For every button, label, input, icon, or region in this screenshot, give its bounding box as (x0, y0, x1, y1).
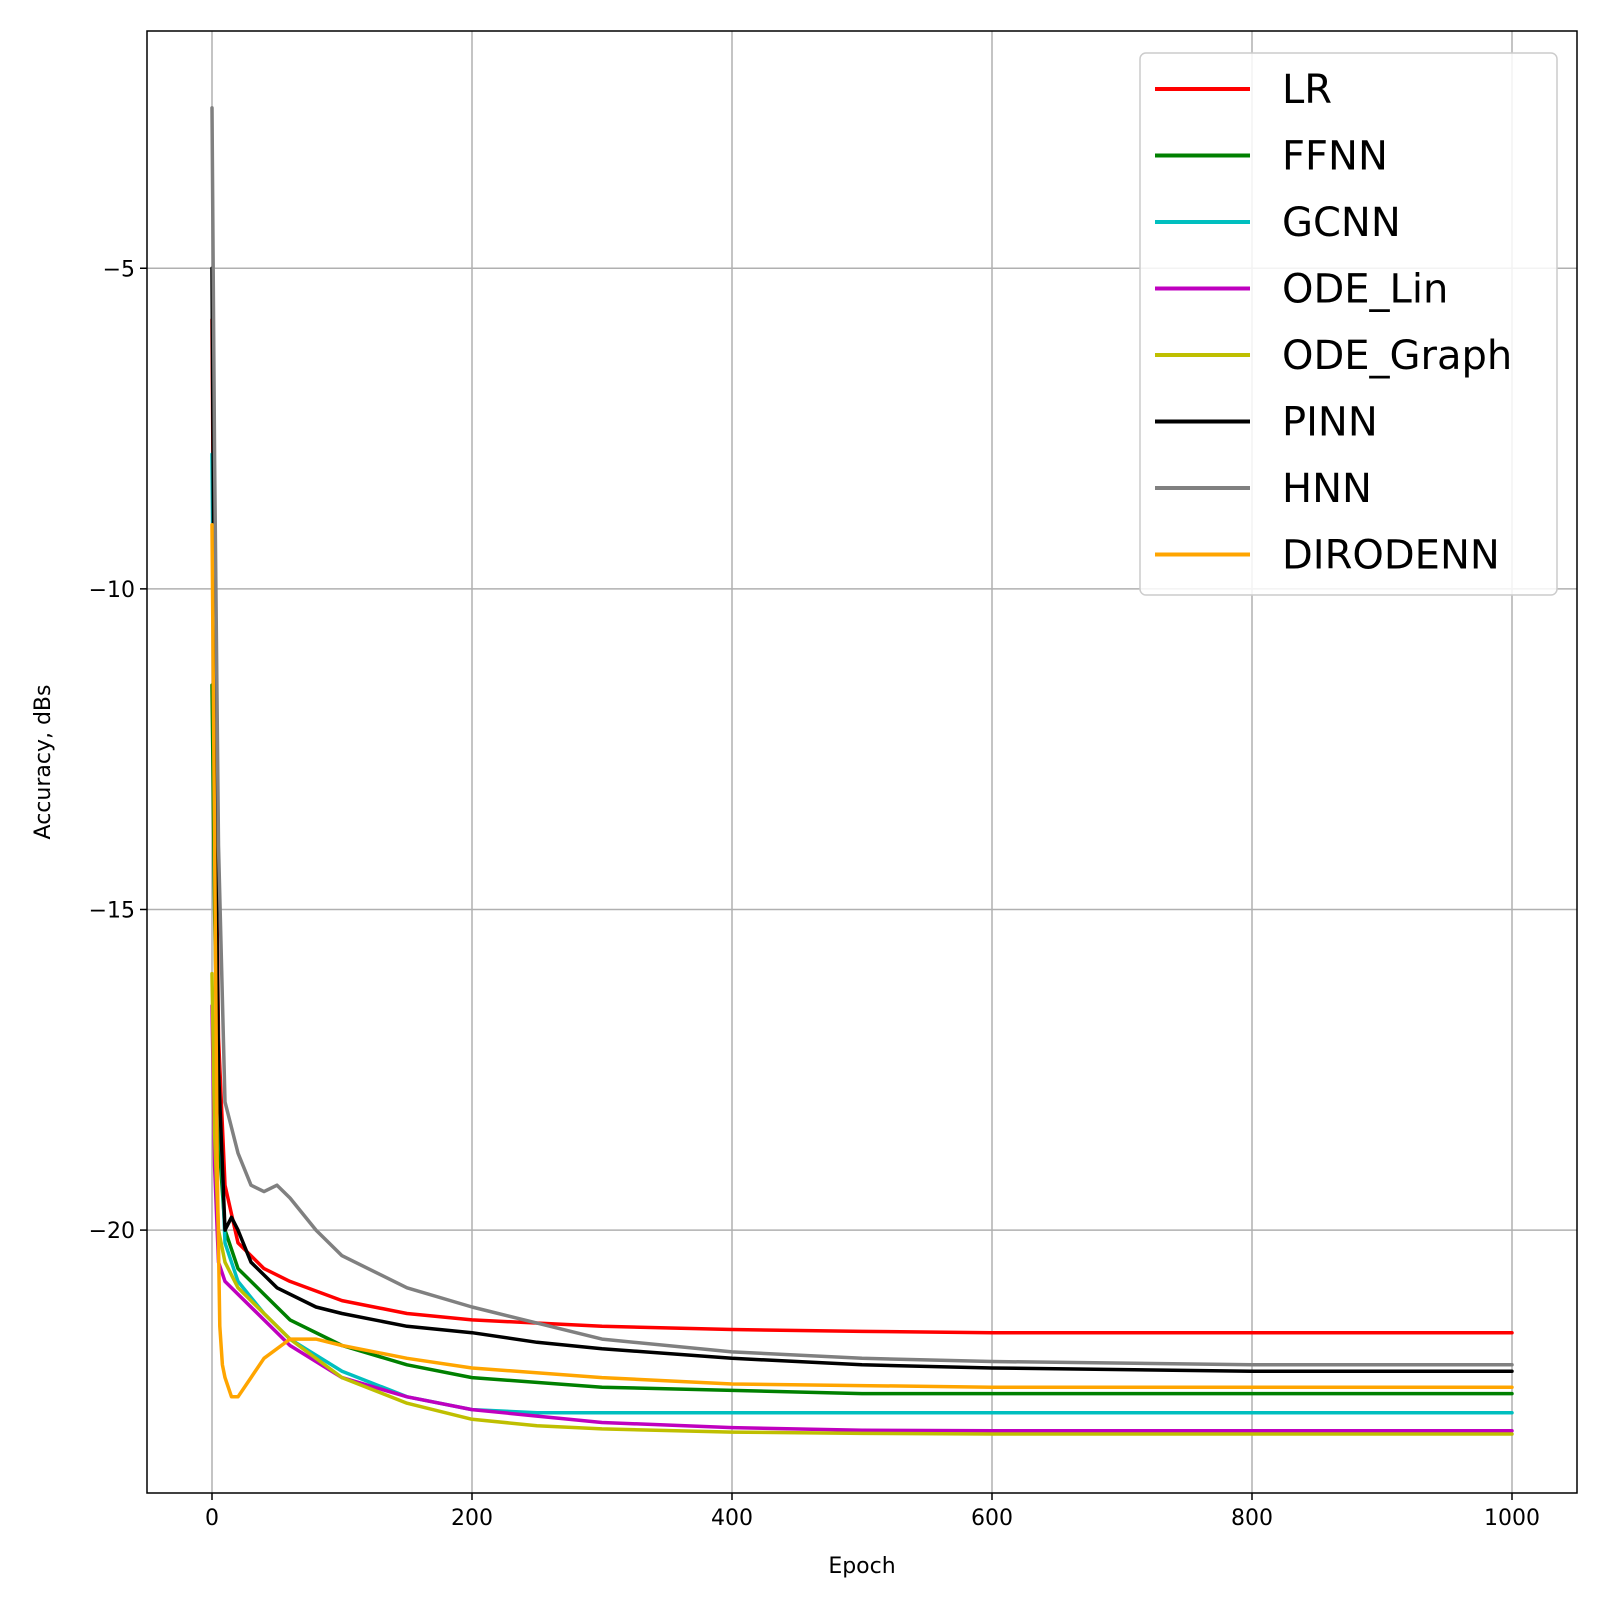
legend-label: DIRODENN (1282, 533, 1500, 579)
legend-label: FFNN (1282, 134, 1388, 180)
series-line-gcnn (210, 452, 1514, 1415)
legend-label: ODE_Graph (1282, 333, 1512, 379)
series-line-dirodenn (210, 522, 1514, 1399)
legend-label: GCNN (1282, 200, 1401, 246)
ticks: 0 200 400 600 800 1000 −5 −10 −15 −20 (89, 257, 1540, 1531)
x-tick-label: 200 (451, 1506, 493, 1531)
legend-label: ODE_Lin (1282, 267, 1448, 313)
y-tick-label: −10 (89, 578, 135, 603)
legend-label: LR (1282, 67, 1332, 113)
x-tick-label: 0 (205, 1506, 219, 1531)
plot-frame (146, 30, 1578, 1494)
x-tick-label: 1000 (1484, 1506, 1540, 1531)
legend-box (1139, 52, 1558, 596)
series-group (210, 106, 1514, 1436)
y-tick-label: −15 (89, 898, 135, 923)
x-axis-label: Epoch (828, 1554, 895, 1579)
x-tick-label: 400 (711, 1506, 753, 1531)
series-line-ode-lin (210, 1003, 1514, 1433)
x-tick-label: 800 (1231, 1506, 1273, 1531)
legend-label: PINN (1282, 400, 1378, 446)
x-tick-label: 600 (971, 1506, 1013, 1531)
y-tick-label: −20 (89, 1219, 135, 1244)
series-line-pinn (210, 266, 1514, 1373)
legend-label: HNN (1282, 466, 1372, 512)
y-axis-label: Accuracy, dBs (31, 685, 56, 840)
y-tick-label: −5 (103, 257, 135, 282)
series-line-ode-graph (210, 971, 1514, 1436)
series-line-hnn (210, 106, 1514, 1367)
legend: LR FFNN GCNN ODE_Lin ODE_Graph PINN HNN DIRODEN… (1139, 52, 1558, 596)
